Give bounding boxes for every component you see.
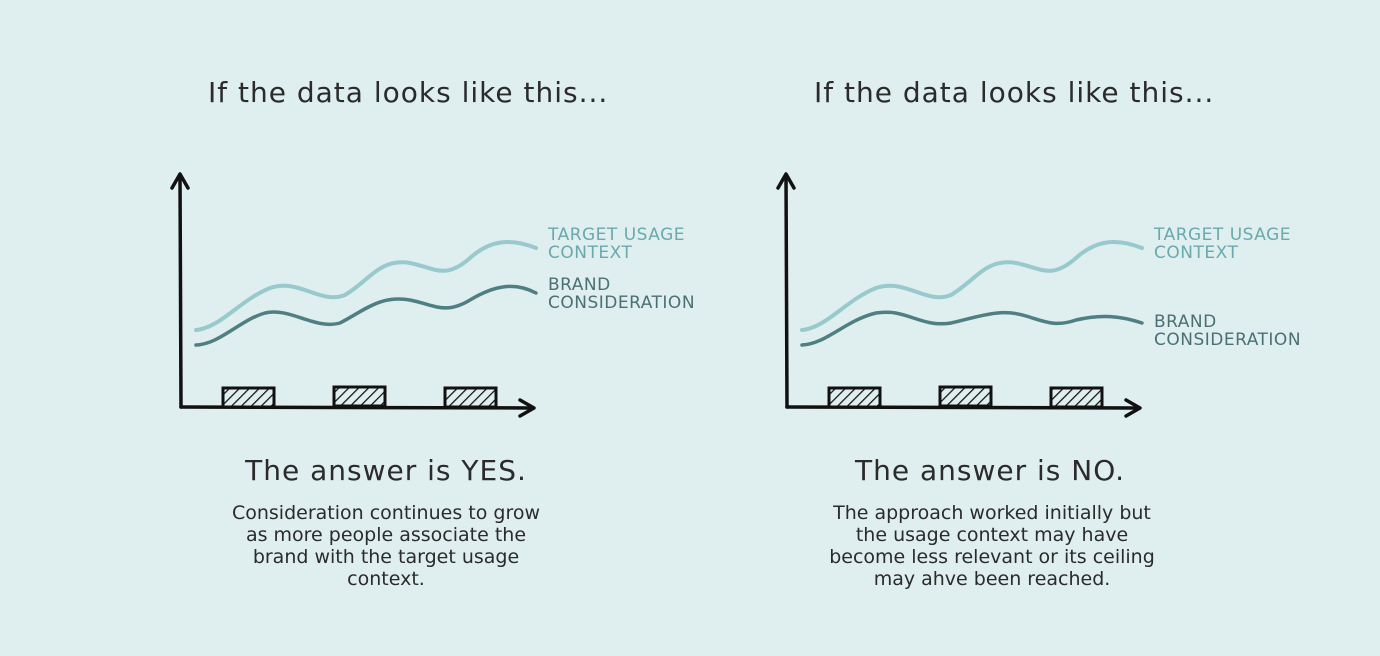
- x-axis-arrowhead: [518, 398, 536, 418]
- chart-no: TARGET USAGE CONTEXT BRAND CONSIDERATION: [776, 172, 1301, 418]
- brand-consideration-line: [194, 284, 538, 347]
- y-axis: [784, 173, 789, 409]
- campaign-bar: [827, 386, 882, 409]
- panel-yes: If the data looks like this...: [170, 76, 695, 590]
- description-yes: Consideration continues to grow as more …: [231, 502, 541, 590]
- campaign-bar: [938, 385, 993, 408]
- y-axis: [178, 173, 183, 409]
- answer-yes: The answer is YES.: [245, 454, 527, 487]
- campaign-bar: [221, 386, 276, 409]
- y-axis-arrowhead: [170, 172, 190, 190]
- panel-heading: If the data looks like this...: [208, 76, 609, 109]
- chart-yes: TARGET USAGE CONTEXT BRAND CONSIDERATION: [170, 172, 695, 418]
- target-usage-line: [194, 240, 538, 332]
- brand-consideration-label: BRAND CONSIDERATION: [1154, 312, 1301, 350]
- answer-no: The answer is NO.: [854, 454, 1126, 487]
- x-axis-arrowhead: [1124, 398, 1142, 418]
- brand-consideration-line: [800, 310, 1144, 347]
- campaign-bar: [332, 385, 387, 408]
- target-usage-label: TARGET USAGE CONTEXT: [1153, 225, 1297, 263]
- campaign-bar: [443, 386, 498, 409]
- y-axis-arrowhead: [776, 172, 796, 190]
- panel-no: If the data looks like this... TARGET US…: [606, 0, 1301, 656]
- target-usage-line: [800, 240, 1144, 332]
- description-no: The approach worked initially but the us…: [829, 502, 1155, 590]
- panel-heading: If the data looks like this...: [814, 76, 1215, 109]
- brand-consideration-label: BRAND CONSIDERATION: [548, 275, 695, 313]
- campaign-bar: [1049, 386, 1104, 409]
- target-usage-label: TARGET USAGE CONTEXT: [547, 225, 691, 263]
